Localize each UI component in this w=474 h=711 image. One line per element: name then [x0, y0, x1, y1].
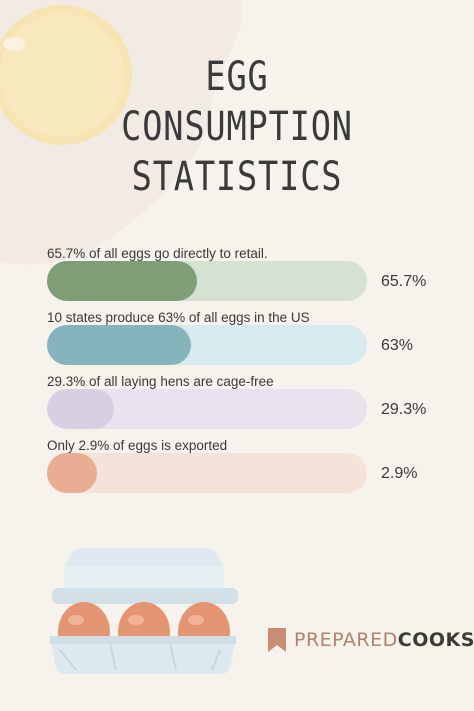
stat-label: Only 2.9% of eggs is exported — [47, 438, 228, 453]
bar-track — [47, 453, 367, 493]
stat-label: 29.3% of all laying hens are cage-free — [47, 374, 274, 389]
bookmark-icon — [268, 628, 286, 652]
bar-value-label: 65.7% — [381, 273, 427, 290]
bar-value-label: 2.9% — [381, 465, 418, 482]
bar-value-label: 63% — [381, 337, 414, 354]
stat-label: 65.7% of all eggs go directly to retail. — [47, 246, 268, 261]
egg-carton-illustration — [50, 548, 238, 674]
bar-fill — [47, 325, 191, 365]
brand-name-light: PREPARED — [294, 629, 398, 651]
bar-value-label: 29.3% — [381, 401, 427, 418]
bar-fill — [47, 453, 97, 493]
egg-yolk-background — [0, 0, 243, 265]
stats-bar-chart: 65.7% of all eggs go directly to retail.… — [47, 246, 427, 493]
title-line-2: CONSUMPTION — [121, 104, 353, 150]
page-title: EGG CONSUMPTION STATISTICS — [0, 52, 474, 202]
stat-label: 10 states produce 63% of all eggs in the… — [47, 310, 310, 325]
title-line-3: STATISTICS — [131, 154, 343, 200]
brand-logo: PREPARED COOKS — [268, 628, 474, 652]
brand-name-bold: COOKS — [397, 629, 474, 651]
bar-fill — [47, 389, 114, 429]
title-line-1: EGG — [205, 54, 269, 100]
bar-fill — [47, 261, 197, 301]
